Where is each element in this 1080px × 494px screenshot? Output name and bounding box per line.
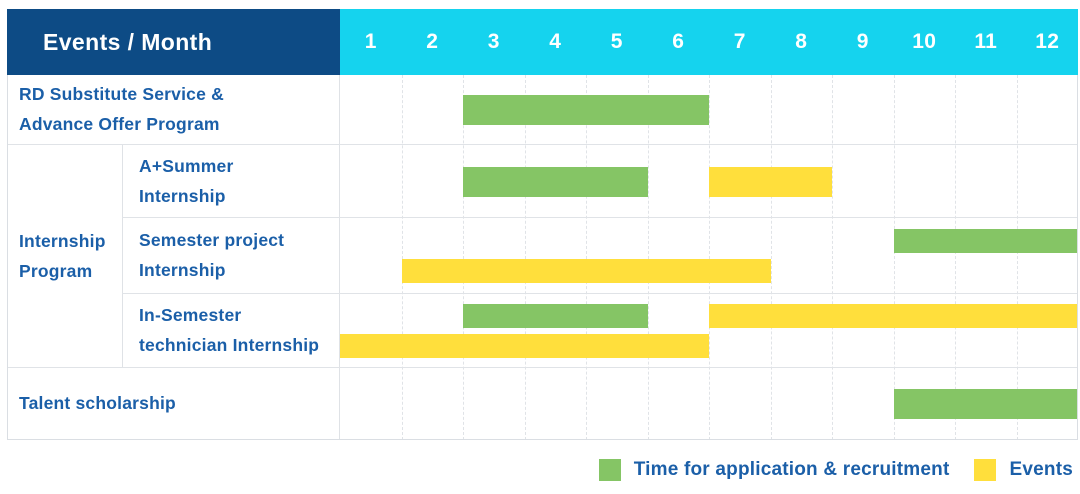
- month-header-cell: 10: [912, 30, 937, 53]
- gantt-bar-events: [709, 166, 832, 197]
- row-label: Talent scholarship: [19, 393, 176, 414]
- legend-swatch-application-recruitment: [598, 459, 621, 481]
- gantt-bar-application: [463, 166, 648, 197]
- month-header-cell: 4: [549, 30, 562, 53]
- month-header-cell: 9: [856, 30, 869, 53]
- row-divider: [122, 217, 1078, 218]
- month-header-cell: 11: [974, 30, 998, 53]
- row-label: technician Internship: [139, 335, 320, 355]
- month-grid-line: [893, 75, 895, 440]
- month-header-row: 1 2 3 4 5 6 7 8 9 10 11 12: [340, 9, 1078, 75]
- row-label-cell: Talent scholarship: [7, 368, 340, 440]
- gantt-bar-application: [893, 389, 1078, 419]
- gantt-bar-events: [401, 259, 771, 283]
- month-header-cell: 7: [733, 30, 746, 53]
- month-header-cell: 2: [426, 30, 439, 53]
- events-month-table: Events / Month 1 2 3 4 5 6 7 8 9 10 11 12 RD Substi…: [7, 9, 1078, 440]
- table-row: A+Summer Internship: [7, 145, 1078, 218]
- month-grid-line: [832, 75, 833, 440]
- table-header-title-cell: Events / Month: [7, 9, 340, 75]
- month-grid-line: [1016, 75, 1018, 440]
- gantt-bar-events: [709, 304, 1078, 328]
- row-divider: [7, 367, 1078, 368]
- month-grid-line: [709, 75, 710, 440]
- row-label: Semester project: [139, 230, 285, 251]
- month-grid-line: [647, 75, 649, 440]
- legend: Time for application & recruitment Event…: [598, 457, 1073, 483]
- row-label: In-Semester: [139, 305, 242, 326]
- gantt-bar-application: [463, 304, 648, 328]
- legend-swatch-events: [974, 459, 997, 481]
- gantt-bar-application: [463, 95, 709, 125]
- row-divider: [7, 144, 1078, 145]
- table-row: Talent scholarship: [7, 368, 1078, 440]
- month-grid-line: [770, 75, 772, 440]
- legend-label-application-recruitment: Time for application & recruitment: [633, 459, 950, 480]
- row-divider: [7, 439, 1078, 440]
- gantt-bar-application: [893, 229, 1078, 253]
- table-row: Semester project Internship: [7, 218, 1078, 294]
- month-grid-line: [463, 75, 464, 440]
- row-label: RD Substitute Service &: [19, 84, 224, 105]
- row-label-cell: RD Substitute Service & Advance Offer Pro…: [7, 75, 340, 145]
- month-header-cell: 8: [795, 30, 808, 53]
- month-header-cell: 12: [1035, 30, 1060, 53]
- month-header-cell: 5: [610, 30, 623, 53]
- row-group-cell: Internship Program: [19, 230, 106, 281]
- table-title: Events / Month: [43, 28, 213, 55]
- gantt-bar-events: [340, 334, 709, 358]
- table-row: In-Semester technician Internship: [7, 294, 1078, 368]
- row-label-cell: A+Summer Internship: [122, 145, 340, 218]
- month-header-cell: 6: [672, 30, 685, 53]
- month-grid-line: [586, 75, 587, 440]
- row-label: Internship: [139, 260, 226, 280]
- row-label-cell: In-Semester technician Internship: [122, 294, 340, 368]
- month-grid-line: [401, 75, 403, 440]
- month-grid-line: [955, 75, 956, 440]
- row-label-cell: Semester project Internship: [122, 218, 340, 294]
- table-row: RD Substitute Service & Advance Offer Pro…: [7, 75, 1078, 145]
- row-label: Internship: [139, 185, 226, 206]
- month-header-cell: 1: [364, 30, 377, 53]
- month-grid-line: [524, 75, 526, 440]
- row-label: Advance Offer Program: [19, 114, 220, 134]
- legend-label-events: Events: [1009, 459, 1073, 480]
- row-divider: [122, 293, 1078, 294]
- row-label: A+Summer: [139, 155, 234, 176]
- month-header-cell: 3: [487, 30, 500, 53]
